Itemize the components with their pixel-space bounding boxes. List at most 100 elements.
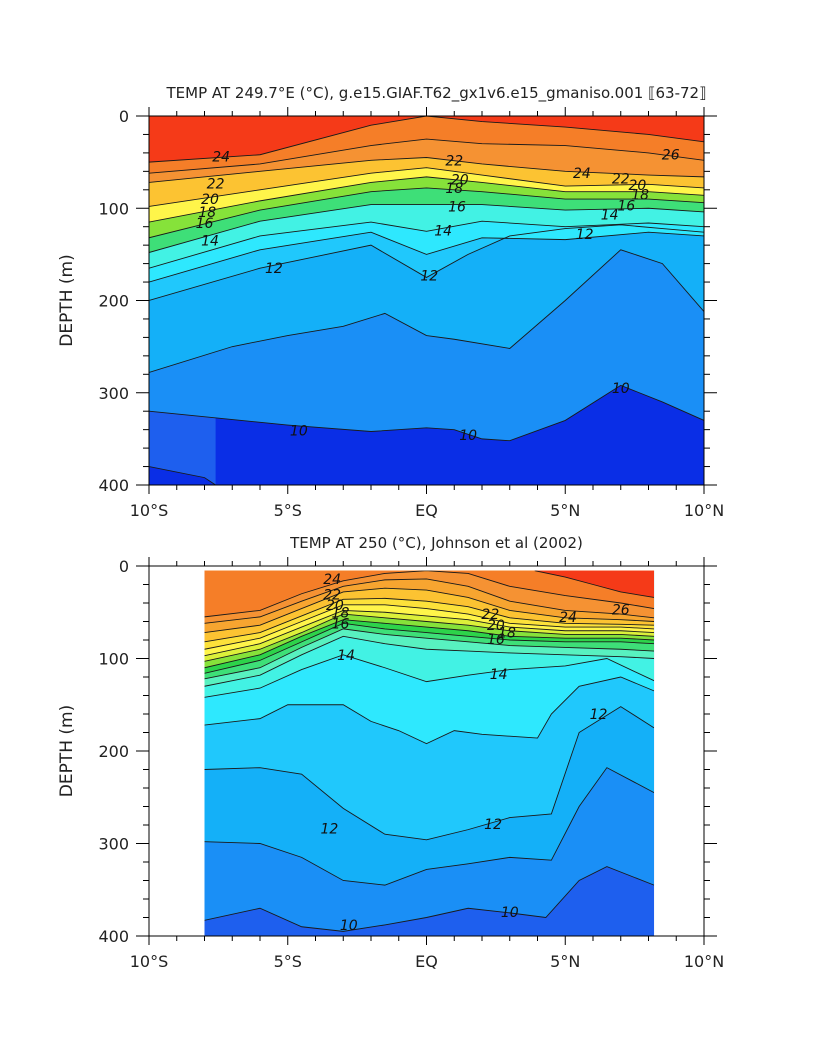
y-tick-label: 100 [98, 199, 129, 218]
contour-line-22 [149, 167, 704, 207]
contour-line-26 [534, 570, 655, 598]
contour-label: 10 [290, 424, 308, 440]
contour-label: 10 [459, 428, 477, 444]
contour-label: 14 [337, 648, 355, 664]
contour-line-12 [149, 224, 704, 301]
contour-line-25 [204, 570, 655, 618]
contour-label: 20 [326, 598, 344, 614]
contour-label: 12 [265, 261, 283, 277]
y-axis-label: DEPTH (m) [57, 254, 77, 346]
contour-label: 14 [201, 234, 219, 250]
x-tick-label: 10°N [684, 952, 724, 971]
contour-label: 16 [617, 198, 635, 214]
chart-title: TEMP AT 249.7°E (°C), g.e15.GIAF.T62_gx1… [165, 84, 706, 103]
contour-line-18 [204, 619, 655, 669]
y-tick-label: 400 [98, 476, 129, 495]
contour-line-24 [204, 578, 655, 624]
contour-line-24 [149, 157, 704, 183]
contour-line-25 [149, 138, 704, 174]
contour-line-15 [204, 635, 655, 687]
fill-band-26 [534, 570, 655, 598]
contour-line-10 [204, 866, 655, 932]
contour-line-11 [204, 767, 655, 886]
contour-label: 12 [420, 269, 438, 285]
contour-label: 12 [484, 817, 502, 833]
contour-label: 18 [631, 187, 649, 203]
x-tick-label: 10°S [130, 952, 169, 971]
x-tick-label: 5°N [550, 952, 580, 971]
x-tick-label: 10°N [684, 501, 724, 520]
contour-label: 16 [196, 216, 214, 232]
contour-label: 22 [323, 588, 341, 604]
fill-band-25 [204, 570, 655, 617]
y-tick-label: 300 [98, 384, 129, 403]
contour-label: 18 [198, 205, 216, 221]
contour-label: 16 [487, 632, 505, 648]
contour-label: 26 [662, 148, 680, 164]
contour-line-9 [149, 466, 216, 485]
contour-line-22 [204, 597, 655, 643]
contour-label: 14 [434, 223, 452, 239]
contour-label: 18 [445, 181, 463, 197]
contour-label: 14 [601, 208, 619, 224]
x-tick-label: EQ [415, 952, 438, 971]
contour-line-18 [149, 187, 704, 239]
y-tick-label: 200 [98, 292, 129, 311]
fill-band-26 [149, 116, 704, 163]
contour-line-16 [204, 628, 655, 680]
y-tick-label: 300 [98, 835, 129, 854]
contour-line-13 [204, 676, 655, 745]
contour-label: 20 [201, 192, 219, 208]
contour-line-20 [204, 609, 655, 657]
contour-label: 12 [320, 822, 338, 838]
x-tick-label: 10°S [130, 501, 169, 520]
contour-label: 26 [612, 602, 630, 618]
contour-label: 18 [498, 626, 516, 642]
x-tick-label: 5°N [550, 501, 580, 520]
contour-line-14 [149, 220, 704, 269]
contour-label: 10 [501, 905, 519, 921]
contour-label: 16 [332, 616, 350, 632]
y-axis-label: DEPTH (m) [57, 705, 77, 797]
contour-label: 20 [451, 173, 469, 189]
y-tick-label: 0 [119, 557, 129, 576]
contour-label: 20 [487, 618, 505, 634]
y-tick-label: 0 [119, 107, 129, 126]
contour-line-14 [204, 654, 655, 698]
contour-label: 12 [590, 707, 608, 723]
contour-line-11 [149, 249, 704, 373]
contour-line-10 [149, 384, 704, 442]
contour-label: 12 [576, 227, 594, 243]
contour-line-12 [204, 706, 655, 841]
x-tick-label: 5°S [274, 501, 302, 520]
contour-label: 24 [212, 150, 230, 166]
contour-label: 22 [445, 153, 463, 169]
contour-label: 24 [323, 572, 341, 588]
contour-line-20 [149, 176, 704, 223]
contour-label: 10 [340, 918, 358, 934]
y-tick-label: 400 [98, 927, 129, 946]
contour-label: 20 [628, 178, 646, 194]
contour-label: 22 [207, 176, 225, 192]
temperature-fill [204, 570, 655, 936]
contour-line-13 [149, 231, 704, 283]
contour-line-16 [149, 204, 704, 253]
contour-label: 14 [490, 667, 508, 683]
contour-label: 22 [612, 172, 630, 188]
contour-label: 16 [448, 199, 466, 215]
x-tick-label: 5°S [274, 952, 302, 971]
chart-title: TEMP AT 250 (°C), Johnson et al (2002) [289, 534, 583, 552]
contour-line-26 [149, 116, 704, 163]
contour-label: 24 [573, 166, 591, 182]
x-tick-label: EQ [415, 501, 438, 520]
contour-line-21 [204, 604, 655, 650]
contour-line-19 [204, 613, 655, 662]
y-tick-label: 200 [98, 742, 129, 761]
y-tick-label: 100 [98, 650, 129, 669]
contour-label: 10 [612, 381, 630, 397]
contour-label: 18 [332, 605, 350, 621]
